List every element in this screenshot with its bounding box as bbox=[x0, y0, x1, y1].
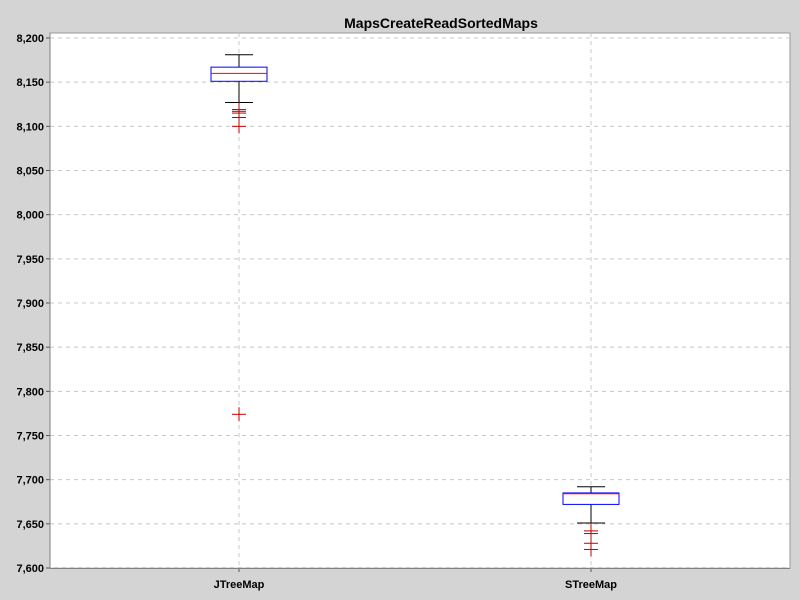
y-tick-label: 7,800 bbox=[16, 386, 44, 398]
box-iqr bbox=[562, 492, 620, 505]
y-tick-label: 7,600 bbox=[16, 563, 44, 575]
y-tick-label: 8,000 bbox=[16, 210, 44, 222]
x-category-label: JTreeMap bbox=[214, 579, 265, 591]
x-category-label: STreeMap bbox=[565, 579, 617, 591]
y-tick-label: 7,700 bbox=[16, 475, 44, 487]
y-tick-label: 8,150 bbox=[16, 77, 44, 89]
y-tick-label: 8,200 bbox=[16, 33, 44, 45]
plot-background bbox=[49, 32, 791, 569]
box-iqr bbox=[210, 66, 268, 82]
y-tick-label: 7,950 bbox=[16, 254, 44, 266]
y-tick-label: 8,050 bbox=[16, 166, 44, 178]
outlier-point bbox=[232, 119, 246, 134]
y-tick-label: 7,900 bbox=[16, 298, 44, 310]
chart-title: MapsCreateReadSortedMaps bbox=[344, 15, 538, 31]
y-tick-label: 8,100 bbox=[16, 121, 44, 133]
outlier-point bbox=[584, 542, 598, 557]
y-tick-label: 7,750 bbox=[16, 431, 44, 443]
plot-area: 7,600 7,650 7,700 7,750 7,800 7,850 7,900 7,950… bbox=[16, 32, 791, 591]
outlier-point bbox=[232, 407, 246, 422]
y-tick-label: 7,850 bbox=[16, 342, 44, 354]
y-tick-label: 7,650 bbox=[16, 519, 44, 531]
